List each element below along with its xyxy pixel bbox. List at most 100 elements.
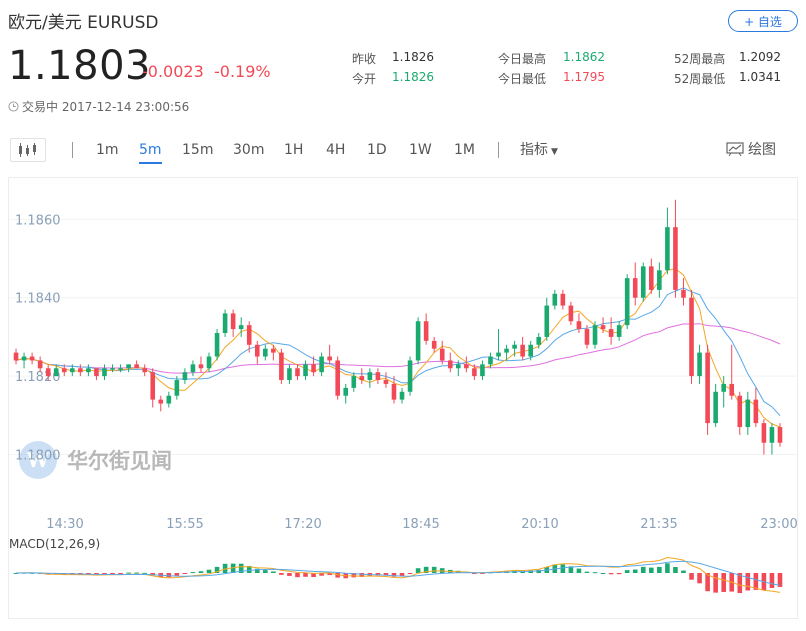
chart-panel[interactable]: W 华尔街见闻 1.1860 1.1840 1.1820 1.1800 14:30 15:55…	[8, 177, 798, 619]
macd-bar	[206, 569, 212, 573]
candle-body	[745, 399, 751, 428]
macd-bar	[351, 573, 357, 578]
macd-bar	[214, 566, 220, 573]
x-tick-label: 15:55	[166, 517, 203, 532]
candle-body	[367, 372, 373, 381]
interval-1d[interactable]: 1D	[367, 142, 387, 158]
indicator-dropdown[interactable]: 指标 ▼	[520, 136, 558, 166]
candle-body	[383, 380, 389, 384]
macd-bar	[375, 573, 381, 576]
candle-body	[182, 372, 188, 381]
candle-body	[198, 364, 204, 369]
draw-button[interactable]: 绘图	[726, 136, 776, 164]
chart-type-selector[interactable]	[10, 138, 46, 162]
price-change: -0.0023	[142, 62, 204, 81]
macd-bar	[592, 572, 598, 574]
candle-body	[351, 376, 357, 388]
candle-body	[568, 305, 574, 322]
candle-body	[319, 356, 324, 373]
trading-status: 交易中 2017-12-14 23:00:56	[8, 98, 189, 115]
candle-body	[271, 348, 276, 353]
candle-body	[640, 266, 646, 298]
macd-bar	[608, 573, 614, 575]
macd-bar	[134, 572, 139, 574]
candle-body	[134, 364, 139, 369]
candle-body	[110, 368, 115, 370]
candle-body	[544, 305, 550, 337]
candle-body	[407, 360, 413, 392]
interval-5m[interactable]: 5m	[139, 136, 162, 164]
candle-body	[142, 368, 147, 373]
candle-body	[206, 356, 212, 369]
candle-body	[415, 321, 421, 361]
ma-line-fast	[15, 268, 781, 428]
candle-body	[246, 325, 252, 345]
candle-body	[126, 364, 131, 369]
macd-bar	[166, 573, 172, 578]
macd-bar	[238, 563, 244, 573]
candle-body	[721, 383, 726, 392]
macd-bar	[391, 573, 397, 577]
macd-bar	[246, 565, 252, 573]
macd-bar	[423, 566, 429, 573]
macd-bar	[319, 573, 324, 576]
candle-body	[94, 368, 99, 377]
candle-body	[45, 368, 51, 377]
candle-body	[254, 344, 260, 357]
candle-body	[713, 391, 718, 424]
interval-15m[interactable]: 15m	[182, 142, 214, 158]
interval-1m[interactable]: 1m	[96, 142, 119, 158]
candle-body	[214, 333, 220, 357]
macd-bar	[271, 571, 276, 573]
macd-bar	[230, 563, 236, 573]
interval-1h[interactable]: 1H	[284, 142, 304, 158]
candle-body	[600, 325, 606, 330]
macd-bar	[568, 566, 574, 573]
macd-bar	[415, 568, 421, 573]
candle-body	[13, 352, 19, 361]
macd-bar	[769, 573, 775, 588]
x-tick-label: 17:20	[284, 517, 321, 532]
candle-body	[61, 368, 67, 373]
kline-chart[interactable]: W 华尔街见闻 1.1860 1.1840 1.1820 1.1800 14:30 15:55…	[9, 178, 797, 618]
interval-1w[interactable]: 1W	[409, 142, 432, 158]
candle-body	[447, 360, 453, 369]
candle-body	[576, 321, 582, 330]
candle-body	[528, 344, 533, 357]
add-to-watchlist-button[interactable]: + 自选	[728, 10, 798, 32]
macd-bar	[279, 573, 284, 575]
macd-bar	[472, 573, 477, 574]
candle-body	[592, 325, 598, 345]
candle-body	[608, 329, 614, 337]
instrument-title: 欧元/美元 EURUSD	[8, 13, 159, 33]
candle-body	[29, 356, 35, 361]
macd-bar	[174, 573, 180, 576]
interval-4h[interactable]: 4H	[326, 142, 346, 158]
macd-bar	[480, 573, 485, 574]
candle-body	[118, 368, 123, 370]
macd-bar	[263, 570, 268, 573]
candle-body	[190, 364, 196, 373]
stat-label-day-high: 今日最高	[498, 52, 547, 66]
x-tick-label: 20:10	[521, 517, 558, 532]
candle-body	[263, 348, 268, 357]
chart-toolbar: 1m 5m 15m 30m 1H 4H 1D 1W 1M 指标 ▼ 绘图	[8, 136, 798, 164]
macd-bar	[616, 573, 622, 575]
candle-body	[472, 368, 477, 377]
trading-status-text: 交易中 2017-12-14 23:00:56	[22, 100, 190, 114]
stat-label-prev-close: 昨收	[352, 52, 377, 66]
stat-label-52w-high: 52周最高	[674, 52, 726, 66]
draw-label: 绘图	[748, 142, 776, 158]
candle-body	[86, 368, 91, 373]
macd-bar	[295, 573, 300, 578]
candle-body	[624, 278, 630, 326]
candle-body	[649, 266, 654, 290]
interval-1mo[interactable]: 1M	[454, 142, 475, 158]
toolbar-divider	[72, 142, 73, 158]
macd-bar	[681, 570, 686, 573]
candle-body	[295, 368, 300, 377]
candle-body	[423, 321, 429, 341]
candle-body	[560, 293, 566, 306]
interval-30m[interactable]: 30m	[233, 142, 265, 158]
drawing-board-icon	[726, 142, 744, 157]
